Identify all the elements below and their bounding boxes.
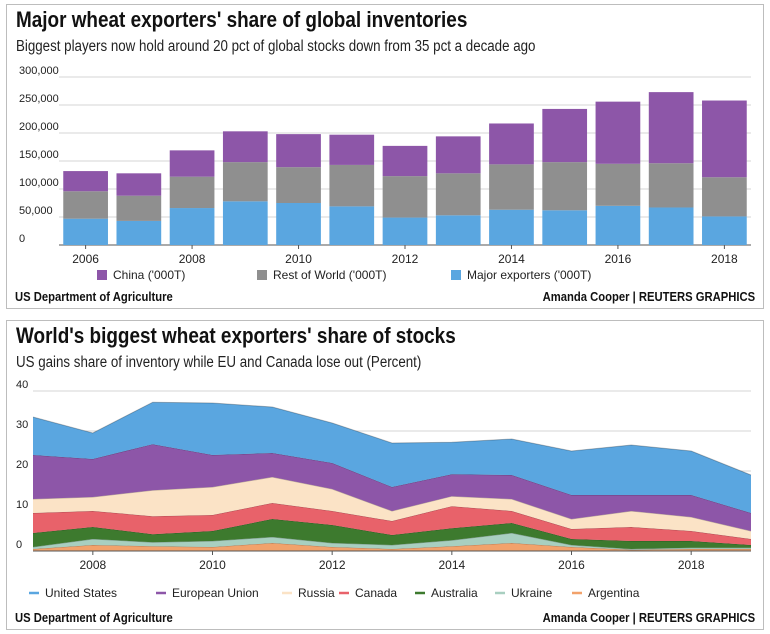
bar-segment — [222, 201, 268, 245]
bar-chart: 0 50,000 100,000 150,000 200,000 250,000 300,0… — [19, 65, 751, 282]
bar-segment — [222, 162, 268, 202]
bar-segment — [648, 163, 694, 208]
y-tick-label: 0 — [16, 539, 22, 551]
bar-segment — [542, 108, 588, 163]
x-tick-label: 2018 — [711, 252, 738, 266]
x-tick-label: 2018 — [678, 558, 705, 572]
y-tick-label: 250,000 — [19, 93, 59, 105]
bar-segment — [382, 145, 428, 177]
source-note: US Department of Agriculture — [15, 611, 173, 625]
chart-title: World's biggest wheat exporters' share o… — [16, 323, 456, 348]
legend-swatch — [97, 270, 107, 280]
y-tick-label: 0 — [19, 233, 25, 245]
bar-segment — [63, 191, 108, 219]
x-tick-label: 2012 — [319, 558, 346, 572]
area-chart-panel: World's biggest wheat exporters' share o… — [6, 320, 764, 630]
bar-segment — [169, 150, 215, 177]
bar-segment — [276, 134, 321, 168]
bar-segment — [222, 131, 268, 163]
legend-label: Argentina — [588, 586, 640, 600]
bar-segment — [382, 217, 428, 245]
y-tick-label: 100,000 — [19, 177, 59, 189]
bar-segment — [702, 100, 747, 178]
legend-label: Canada — [355, 586, 397, 600]
area-series — [33, 503, 751, 545]
area-series — [33, 444, 751, 531]
y-tick-label: 150,000 — [19, 149, 59, 161]
x-tick-label: 2006 — [72, 252, 99, 266]
bar-segment — [116, 220, 162, 245]
legend-label: Russia — [298, 586, 335, 600]
bar-segment — [382, 176, 428, 218]
credit-note: Amanda Cooper | REUTERS GRAPHICS — [542, 611, 755, 625]
bar-segment — [329, 134, 375, 165]
source-note: US Department of Agriculture — [15, 290, 173, 304]
bar-segment — [329, 164, 375, 207]
area-series — [33, 533, 751, 550]
x-tick-label: 2016 — [605, 252, 632, 266]
x-tick-label: 2014 — [438, 558, 465, 572]
bar-segment — [542, 162, 588, 211]
credit-note: Amanda Cooper | REUTERS GRAPHICS — [542, 290, 755, 304]
bar-segment — [329, 206, 375, 245]
y-tick-label: 200,000 — [19, 121, 59, 133]
legend-label: Australia — [431, 586, 478, 600]
area-series — [33, 543, 751, 551]
bar-segment — [489, 209, 534, 245]
legend-label: Ukraine — [511, 586, 553, 600]
area-series — [33, 477, 751, 539]
legend-label: China ('000T) — [113, 268, 185, 282]
chart-subtitle: Biggest players now hold around 20 pct o… — [16, 38, 536, 55]
legend-label: European Union — [172, 586, 259, 600]
x-tick-label: 2014 — [498, 252, 525, 266]
bar-segment — [276, 203, 321, 245]
x-tick-label: 2012 — [392, 252, 419, 266]
bar-segment — [276, 167, 321, 203]
bar-chart-panel: Major wheat exporters' share of global i… — [6, 4, 764, 309]
bar-segment — [595, 205, 641, 245]
bar-segment — [435, 173, 481, 216]
bar-segment — [169, 176, 215, 209]
bar-segment — [595, 101, 641, 164]
x-tick-label: 2008 — [79, 558, 106, 572]
area-chart: 0 10 20 30 40 2008 2010 2012 2014 2016 2018 United … — [16, 379, 752, 600]
bar-segment — [435, 215, 481, 245]
y-tick-label: 50,000 — [19, 205, 53, 217]
area-series — [33, 519, 751, 549]
legend-label: Rest of World ('000T) — [273, 268, 386, 282]
x-tick-label: 2010 — [285, 252, 312, 266]
bar-segment — [63, 171, 108, 192]
y-tick-label: 20 — [16, 459, 28, 471]
y-tick-label: 40 — [16, 379, 28, 391]
area-series — [33, 402, 751, 513]
bar-segment — [595, 163, 641, 206]
bar-segment — [702, 216, 747, 245]
area-series-line — [32, 401, 752, 476]
legend-swatch — [451, 270, 461, 280]
bar-segment — [489, 123, 534, 165]
y-tick-label: 300,000 — [19, 65, 59, 77]
chart-subtitle: US gains share of inventory while EU and… — [16, 354, 422, 371]
y-tick-label: 30 — [16, 419, 28, 431]
x-tick-label: 2010 — [199, 558, 226, 572]
bar-segment — [542, 210, 588, 245]
bar-segment — [116, 195, 162, 221]
bar-segment — [489, 164, 534, 210]
legend-label: United States — [45, 586, 117, 600]
bar-segment — [435, 136, 481, 174]
y-tick-label: 10 — [16, 499, 28, 511]
bar-segment — [648, 92, 694, 164]
x-tick-label: 2016 — [558, 558, 585, 572]
bar-segment — [116, 173, 162, 196]
bar-segment — [648, 207, 694, 245]
legend-swatch — [257, 270, 267, 280]
chart-title: Major wheat exporters' share of global i… — [16, 7, 468, 32]
bar-segment — [702, 177, 747, 217]
x-tick-label: 2008 — [179, 252, 206, 266]
bar-segment — [63, 218, 108, 245]
bar-segment — [169, 208, 215, 245]
legend-label: Major exporters ('000T) — [467, 268, 591, 282]
